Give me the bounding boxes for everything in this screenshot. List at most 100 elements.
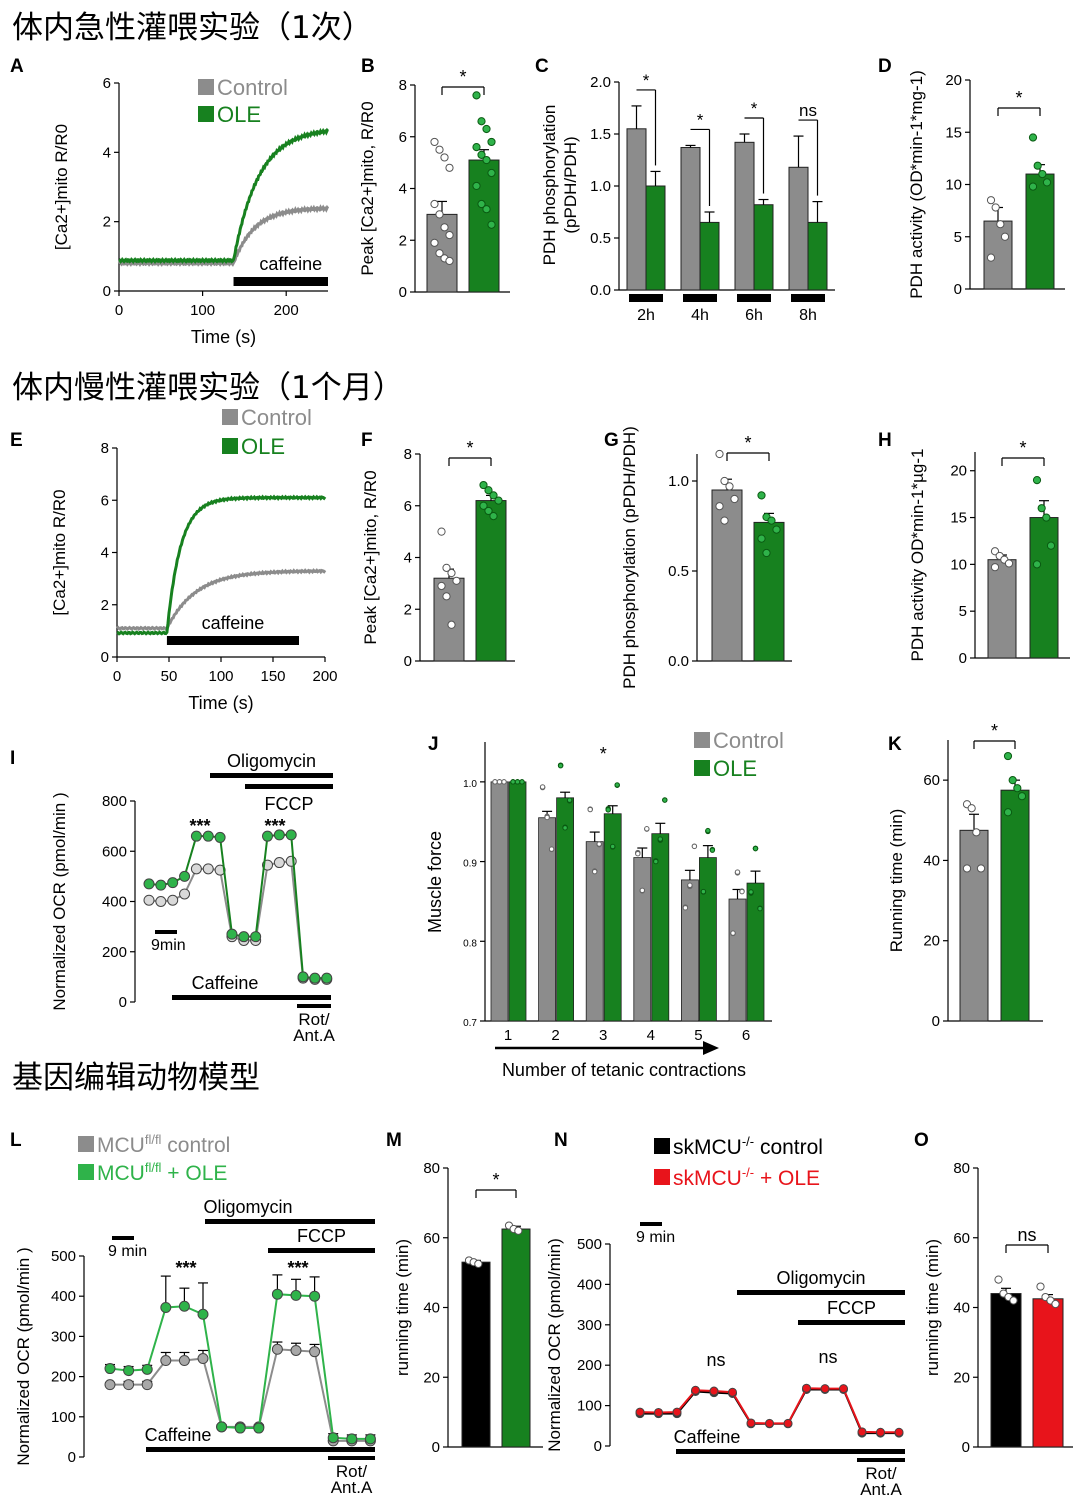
trace-point <box>167 877 179 889</box>
trace-point <box>271 1288 283 1300</box>
panel-label-n: N <box>554 1130 568 1151</box>
trace-point <box>857 1427 867 1437</box>
data-point <box>730 930 736 936</box>
y-axis-label: [Ca2+]mito R/R0 <box>50 489 69 615</box>
data-point <box>976 864 986 873</box>
y-tick-label: 2 <box>103 214 111 231</box>
legend-control-swatch <box>222 409 238 425</box>
data-point <box>1036 1282 1045 1291</box>
data-point <box>472 143 481 152</box>
y-tick-label: 200 <box>102 944 127 961</box>
data-point <box>730 494 739 504</box>
x-tick-label: 200 <box>274 302 299 319</box>
rot-bar <box>297 1004 331 1008</box>
trace-point <box>123 1365 135 1377</box>
data-point <box>972 828 981 837</box>
significance-label: *** <box>287 1258 308 1278</box>
bar-control-4 <box>633 857 652 1022</box>
timepoint-bar <box>629 294 663 302</box>
data-point <box>445 230 454 240</box>
oligomycin-bar <box>205 1219 375 1224</box>
bar-skmcu-ole <box>1032 1298 1064 1448</box>
data-point <box>614 782 620 788</box>
category-label: 8h <box>799 307 817 324</box>
data-point <box>986 196 996 205</box>
trace-point <box>197 1353 209 1365</box>
category-label: 4h <box>691 307 709 324</box>
chart-panel-i: 0 200 400 600 800 Oligomycin FCCP Caffeine Rot/A… <box>50 751 335 1045</box>
bar-ole-6h <box>753 204 774 291</box>
y-tick-label: 20 <box>923 933 940 950</box>
data-point <box>739 888 745 895</box>
legend-ole: OLE <box>217 102 261 127</box>
data-point <box>990 563 1000 572</box>
fccp-bar <box>245 784 333 789</box>
trace-point <box>226 928 238 940</box>
trace-point <box>179 870 191 882</box>
y-tick-label: 6 <box>101 492 109 509</box>
y-tick-label: 0 <box>594 1438 602 1455</box>
data-point <box>539 784 546 790</box>
y-tick-label: 0.0 <box>590 282 611 299</box>
y-tick-label: 400 <box>577 1276 602 1293</box>
data-point <box>635 851 641 857</box>
category-label: 1 <box>504 1027 512 1044</box>
data-point <box>482 124 491 134</box>
panel-label-o: O <box>914 1130 929 1151</box>
significance-label: ns <box>799 101 817 120</box>
chart-panel-k: 0 20 40 60 * Running time (min) <box>887 721 1043 1030</box>
significance-label: ns <box>706 1350 725 1370</box>
x-tick-label: 0 <box>115 302 123 319</box>
significance-label: ns <box>1017 1225 1036 1245</box>
oligomycin-label: Oligomycin <box>776 1268 865 1288</box>
trace-point <box>346 1433 358 1445</box>
trace-point <box>820 1384 830 1394</box>
bar-control <box>711 489 743 662</box>
bar-control-6 <box>728 898 747 1022</box>
data-point <box>484 486 493 495</box>
significance-label: *** <box>189 816 210 836</box>
data-point <box>709 847 716 853</box>
trace-point <box>104 1379 116 1391</box>
fccp-label: FCCP <box>265 794 314 814</box>
trace-control <box>116 568 327 631</box>
y-axis-label: Muscle force <box>425 831 445 933</box>
trace-point <box>250 931 262 943</box>
data-point <box>1028 182 1038 191</box>
bar-control-8h <box>788 166 809 291</box>
data-point <box>496 779 503 785</box>
caffeine-label: caffeine <box>259 254 322 274</box>
trace-line <box>148 833 327 980</box>
panel-label-c: C <box>535 56 549 77</box>
bar-control <box>959 829 989 1022</box>
data-point <box>487 168 496 178</box>
y-tick-label: 1.0 <box>463 779 477 790</box>
y-axis-label: Peak [Ca2+]mito, R/R0 <box>361 470 380 644</box>
data-point <box>442 563 451 572</box>
bar-ole <box>1025 173 1055 290</box>
scale-bar-label: 9 min <box>108 1243 147 1260</box>
data-point <box>596 841 602 847</box>
data-point <box>482 205 491 214</box>
trace-point <box>253 1422 265 1434</box>
fccp-label: FCCP <box>827 1298 876 1318</box>
caffeine-label: Caffeine <box>192 973 259 993</box>
data-point <box>587 806 593 813</box>
y-tick-label: 100 <box>51 1409 76 1426</box>
y-axis-label: PDH activity OD*min-1*µg-1 <box>908 449 927 662</box>
data-point <box>440 223 449 232</box>
x-tick-label: 50 <box>161 668 178 685</box>
panel-label-d: D <box>878 56 892 77</box>
x-tick-label: 100 <box>190 302 215 319</box>
trace-point <box>309 1290 321 1302</box>
caffeine-label: Caffeine <box>145 1425 212 1445</box>
y-tick-label: 0 <box>119 994 127 1011</box>
y-tick-label: 0.5 <box>668 563 689 580</box>
fccp-bar <box>798 1320 905 1325</box>
category-label: 6h <box>745 307 763 324</box>
data-point <box>994 1275 1003 1284</box>
data-point <box>715 449 724 459</box>
data-point <box>1038 169 1047 179</box>
data-point <box>752 845 759 852</box>
